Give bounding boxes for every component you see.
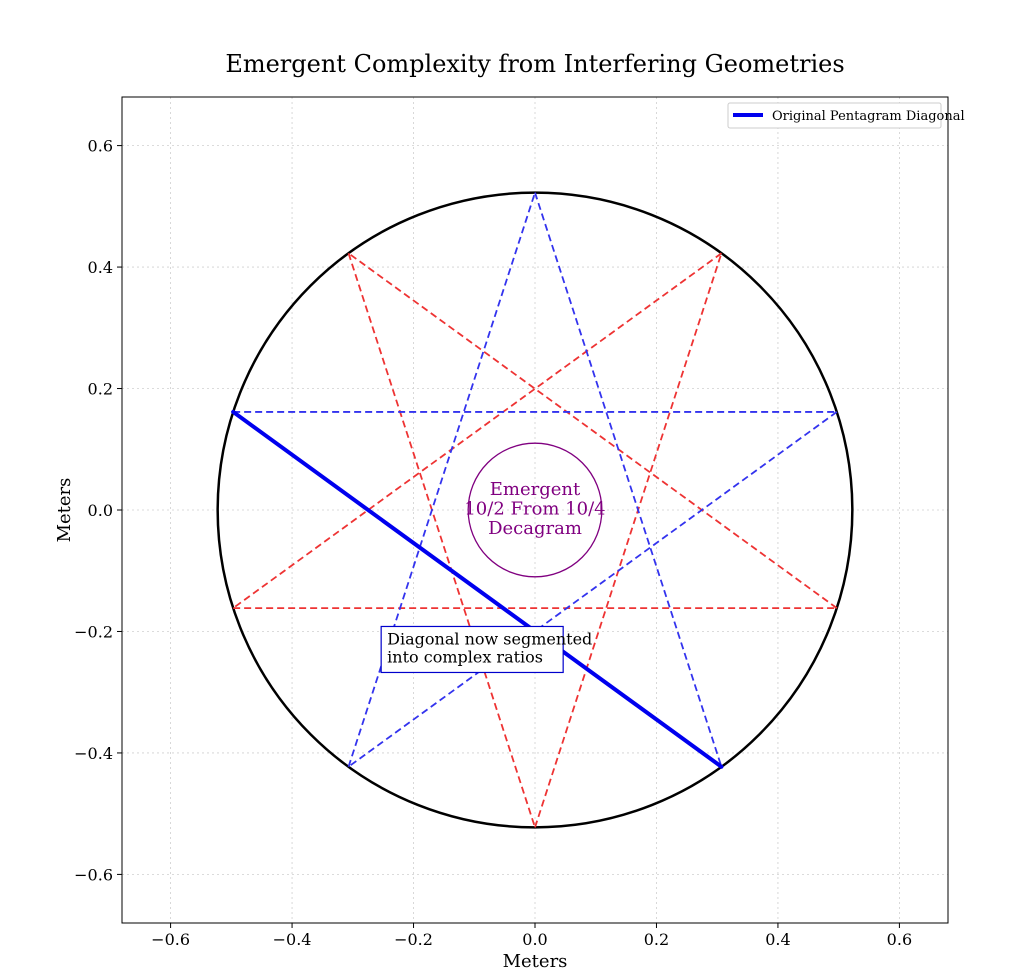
center-label-line: 10/2 From 10/4 bbox=[464, 499, 605, 520]
red-pentagram-edge bbox=[347, 252, 536, 828]
y-tick-label: −0.4 bbox=[74, 744, 113, 763]
x-tick-label: −0.2 bbox=[394, 930, 433, 949]
center-label-line: Emergent bbox=[490, 479, 581, 500]
axis-ticks: −0.6 −0.4 −0.2 0.0 0.2 0.4 0.6 −0.6 −0.4 −0.2 0.0 0… bbox=[74, 137, 912, 949]
x-tick-label: 0.0 bbox=[522, 930, 547, 949]
annotation-text-line: into complex ratios bbox=[387, 647, 543, 666]
red-pentagram-edge bbox=[534, 252, 723, 828]
y-tick-label: −0.6 bbox=[74, 865, 113, 884]
blue-pentagram-edge bbox=[534, 192, 723, 768]
y-tick-label: 0.0 bbox=[88, 501, 113, 520]
annotation-box bbox=[380, 625, 564, 674]
x-tick-label: 0.2 bbox=[644, 930, 669, 949]
pentagram-diagonal-line bbox=[231, 409, 724, 769]
inner-circle bbox=[467, 442, 603, 578]
chart-title: Emergent Complexity from Interfering Geo… bbox=[225, 50, 844, 78]
blue-pentagram-edge bbox=[347, 192, 536, 768]
legend: Original Pentagram Diagonal bbox=[727, 102, 965, 129]
red-pentagram-edge bbox=[348, 252, 838, 609]
x-tick-label: −0.4 bbox=[273, 930, 312, 949]
annotation-text-line: Diagonal now segmented bbox=[387, 629, 592, 648]
x-tick-label: −0.6 bbox=[151, 930, 190, 949]
center-label-line: Decagram bbox=[488, 518, 582, 539]
legend-label-diagonal: Original Pentagram Diagonal bbox=[772, 109, 965, 124]
x-tick-label: 0.6 bbox=[887, 930, 912, 949]
red-pentagram-edge bbox=[232, 252, 722, 609]
y-tick-label: 0.4 bbox=[88, 258, 113, 277]
blue-pentagram-edge bbox=[348, 411, 838, 768]
y-tick-label: −0.2 bbox=[74, 622, 113, 641]
y-axis-label: Meters bbox=[54, 478, 75, 543]
y-tick-label: 0.6 bbox=[88, 137, 113, 156]
x-tick-label: 0.4 bbox=[765, 930, 790, 949]
y-tick-label: 0.2 bbox=[88, 380, 113, 399]
x-axis-label: Meters bbox=[503, 951, 568, 972]
legend-box bbox=[727, 102, 942, 129]
